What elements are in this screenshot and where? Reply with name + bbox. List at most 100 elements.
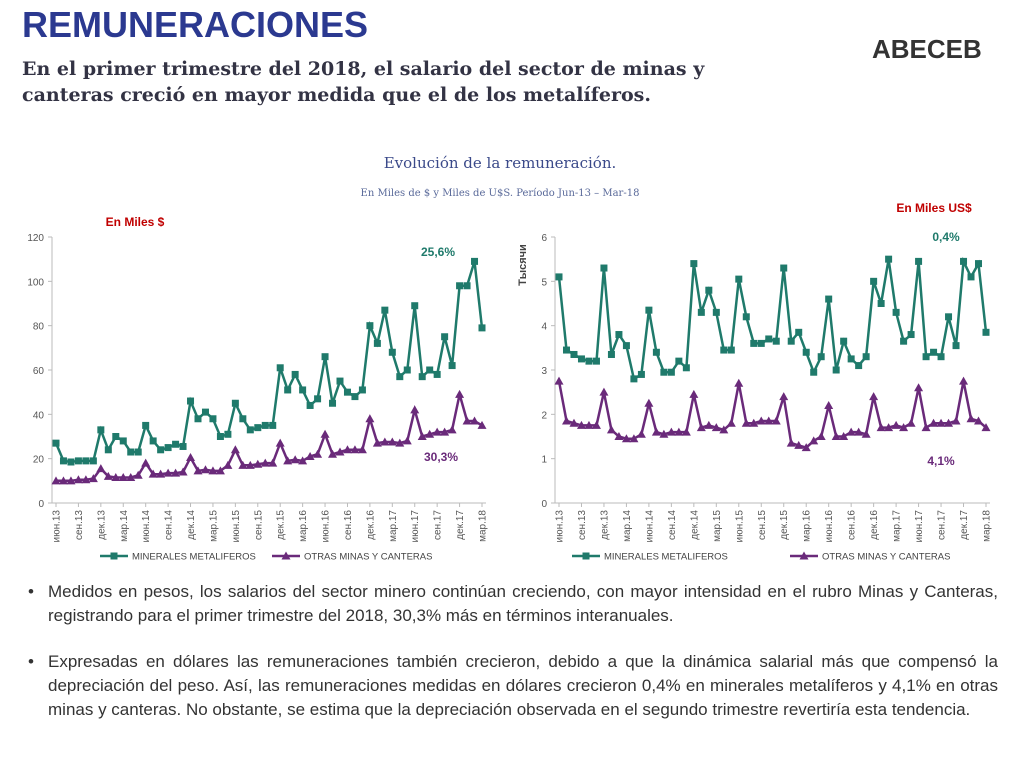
annotation: En Miles $ <box>106 215 165 229</box>
marker <box>89 457 97 465</box>
x-tick-label: сен.14 <box>667 510 678 540</box>
marker <box>306 401 314 409</box>
marker <box>455 389 465 398</box>
marker <box>622 342 630 350</box>
marker <box>562 346 570 354</box>
marker <box>372 438 382 447</box>
annotation: 25,6% <box>421 245 455 259</box>
marker <box>313 449 323 458</box>
marker <box>172 440 180 448</box>
x-tick-label: мар.14 <box>622 510 633 542</box>
marker <box>810 368 818 376</box>
marker <box>651 427 661 436</box>
x-tick-label: сен.13 <box>74 510 85 540</box>
marker <box>456 282 464 290</box>
marker <box>216 433 224 440</box>
marker <box>831 432 841 440</box>
marker <box>329 399 337 407</box>
marker <box>561 416 571 425</box>
marker <box>284 386 292 394</box>
marker <box>245 460 255 469</box>
marker <box>846 427 856 436</box>
marker <box>607 350 615 358</box>
x-tick-label: мар.18 <box>982 510 993 542</box>
marker <box>358 386 366 394</box>
marker <box>441 333 449 341</box>
marker <box>629 434 639 443</box>
marker <box>335 447 345 456</box>
marker <box>756 416 766 425</box>
x-tick-label: дек.15 <box>779 510 790 540</box>
marker <box>305 451 315 460</box>
series-line <box>54 261 484 464</box>
marker <box>787 337 795 345</box>
x-tick-label: сен.16 <box>343 510 354 540</box>
x-tick-label: мар.15 <box>208 510 219 542</box>
x-tick-label: июн.13 <box>555 510 566 543</box>
marker <box>915 257 923 265</box>
marker <box>59 457 67 465</box>
marker <box>239 415 247 423</box>
series-line <box>557 256 988 381</box>
marker <box>230 445 240 454</box>
x-tick-label: июн.16 <box>321 510 332 543</box>
marker <box>254 424 262 432</box>
marker <box>966 414 976 423</box>
marker <box>967 273 975 281</box>
marker <box>582 552 590 560</box>
marker <box>96 464 106 473</box>
marker <box>930 348 938 356</box>
marker <box>104 446 112 454</box>
marker <box>816 432 826 440</box>
marker <box>402 436 412 445</box>
marker <box>877 300 885 307</box>
marker <box>425 429 435 438</box>
marker <box>388 348 396 356</box>
x-tick-label: дек.13 <box>96 510 107 540</box>
marker <box>885 255 893 263</box>
marker <box>418 373 426 381</box>
marker <box>690 260 698 268</box>
marker <box>350 445 360 454</box>
marker <box>67 458 75 466</box>
marker <box>478 324 486 332</box>
marker <box>705 286 713 294</box>
marker <box>410 405 420 414</box>
marker <box>193 466 203 475</box>
x-tick-label: дек.17 <box>959 510 970 540</box>
marker <box>261 421 269 429</box>
marker <box>223 460 233 469</box>
marker <box>112 433 120 440</box>
marker <box>720 346 728 354</box>
marker <box>554 376 564 385</box>
marker <box>149 437 157 445</box>
marker <box>764 416 774 425</box>
marker <box>749 418 759 427</box>
marker <box>959 376 969 385</box>
x-tick-label: мар.16 <box>802 510 813 542</box>
marker <box>614 432 624 440</box>
marker <box>373 339 381 347</box>
marker <box>343 388 351 396</box>
marker <box>771 416 781 425</box>
marker <box>615 331 623 339</box>
x-tick-label: сен.17 <box>433 510 444 540</box>
marker <box>111 473 121 482</box>
marker <box>876 423 886 432</box>
legend-label: MINERALES METALIFEROS <box>604 552 728 563</box>
marker <box>201 408 209 416</box>
marker <box>314 395 322 403</box>
marker <box>824 400 834 409</box>
marker <box>855 362 863 370</box>
marker <box>426 366 434 374</box>
marker <box>281 551 291 560</box>
x-tick-label: мар.18 <box>478 510 489 542</box>
marker <box>357 445 367 454</box>
marker <box>179 442 187 450</box>
marker <box>750 339 758 347</box>
marker <box>786 438 796 447</box>
annotation: 30,3% <box>424 450 458 464</box>
marker <box>126 473 136 482</box>
